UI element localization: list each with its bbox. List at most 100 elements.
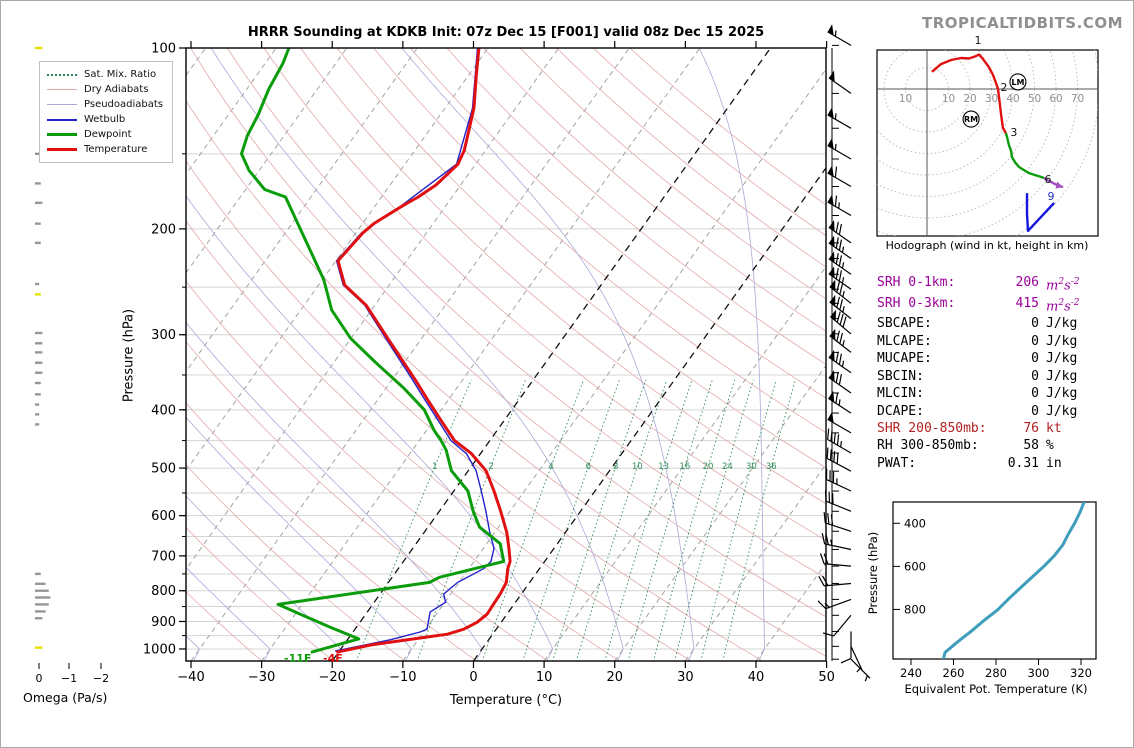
svg-text:800: 800 (151, 584, 176, 599)
hodograph: 10 10 20 30 40 50 60 70 1 2 3 6 9 LM RM (876, 34, 1099, 237)
stat-value: 415 (1015, 295, 1039, 311)
stat-row: RH 300-850mb: 58% (877, 437, 1095, 454)
svg-text:240: 240 (900, 666, 922, 680)
svg-text:6: 6 (1044, 173, 1051, 186)
svg-text:2: 2 (488, 462, 493, 472)
stat-row: SRH 0-3km: 415 m2s-2 (877, 295, 1095, 316)
svg-text:1: 1 (974, 34, 981, 47)
stat-value: 0 (1031, 368, 1039, 384)
stat-label: SBCIN: (877, 368, 924, 384)
legend-item: Pseudoadiabats (47, 97, 163, 112)
svg-text:6: 6 (586, 462, 591, 472)
svg-text:LM: LM (1011, 78, 1024, 87)
legend-item: Sat. Mix. Ratio (47, 67, 163, 82)
hodograph-marker-lm (1009, 73, 1027, 91)
surface-temp-value: -4F (323, 652, 343, 665)
stat-row: MLCIN: 0 J/kg (877, 385, 1095, 402)
page-title: HRRR Sounding at KDKB Init: 07z Dec 15 [… (247, 25, 765, 40)
svg-text:2: 2 (1000, 81, 1007, 94)
omega-axis-label: Omega (Pa/s) (23, 690, 108, 705)
legend-box: Sat. Mix. Ratio Dry Adiabats Pseudoadiabat… (39, 61, 174, 163)
hodograph-trace-3-6km (1004, 132, 1045, 180)
svg-text:−10: −10 (389, 670, 416, 685)
svg-text:260: 260 (943, 666, 965, 680)
stat-value: 206 (1015, 275, 1039, 290)
svg-text:40: 40 (1006, 93, 1019, 105)
stat-value: 0 (1031, 333, 1039, 349)
svg-text:600: 600 (904, 559, 926, 573)
svg-text:10: 10 (632, 462, 643, 472)
svg-text:4: 4 (548, 462, 553, 472)
dewpoint-curve (240, 48, 506, 654)
svg-text:900: 900 (151, 615, 176, 630)
svg-text:30: 30 (985, 93, 998, 105)
stat-value: 0 (1031, 386, 1039, 402)
legend-line-sample (47, 133, 77, 136)
svg-text:20: 20 (703, 462, 714, 472)
stat-unit: J/kg (1046, 351, 1078, 367)
svg-text:16: 16 (679, 462, 690, 472)
svg-text:3: 3 (1010, 126, 1017, 139)
stat-label: SRH 0-3km: (877, 295, 956, 311)
site-logo: TROPICALTIDBITS.COM (922, 14, 1123, 32)
legend-line-sample (47, 73, 77, 76)
stat-value: 0 (1031, 351, 1039, 367)
sounding-curves (240, 48, 512, 654)
stat-row: MUCAPE: 0 J/kg (877, 350, 1095, 367)
temperature-curve (335, 48, 512, 654)
thetae-panel: 400 600 800 240 260 280 300 320 (892, 501, 1097, 680)
legend-item-label: Sat. Mix. Ratio (84, 69, 157, 80)
svg-text:800: 800 (904, 602, 926, 616)
svg-text:300: 300 (151, 328, 176, 343)
svg-text:10: 10 (899, 93, 912, 105)
svg-text:36: 36 (766, 462, 777, 472)
legend-item-label: Pseudoadiabats (84, 99, 164, 110)
stat-unit: m2s-2 (1046, 297, 1080, 315)
svg-text:20: 20 (606, 670, 623, 685)
stat-label: MLCIN: (877, 386, 924, 402)
stat-value: 0 (1031, 403, 1039, 419)
thetae-curve (941, 502, 1086, 659)
svg-text:−1: −1 (61, 672, 77, 685)
svg-text:50: 50 (1028, 93, 1041, 105)
svg-text:9: 9 (1048, 190, 1055, 203)
svg-text:0: 0 (36, 672, 43, 685)
stat-label: SRH 0-1km: (877, 275, 956, 290)
svg-text:400: 400 (151, 403, 176, 418)
stat-row: SBCAPE: 0 J/kg (877, 315, 1095, 332)
legend-item-label: Dry Adiabats (84, 84, 149, 95)
svg-text:400: 400 (904, 516, 926, 530)
hodograph-trace-0-3km (931, 53, 1007, 134)
svg-text:500: 500 (151, 462, 176, 477)
svg-text:70: 70 (1071, 93, 1084, 105)
svg-text:20: 20 (963, 93, 976, 105)
svg-text:−40: −40 (177, 670, 204, 685)
surface-dewpoint-value: -11F (284, 652, 312, 665)
svg-text:50: 50 (818, 670, 835, 685)
legend-item: Dry Adiabats (47, 82, 163, 97)
svg-text:1: 1 (432, 462, 437, 472)
stat-label: PWAT: (877, 455, 917, 471)
svg-text:320: 320 (1070, 666, 1092, 680)
svg-text:40: 40 (748, 670, 765, 685)
stat-value: 58 (1023, 438, 1039, 454)
stat-unit: J/kg (1046, 333, 1078, 349)
hodograph-trace-9km+ (1025, 193, 1055, 233)
stat-label: MUCAPE: (877, 351, 932, 367)
wetbulb-curve (334, 48, 495, 652)
thetae-x-label: Equivalent Pot. Temperature (K) (904, 682, 1088, 696)
stat-row: PWAT: 0.31 in (877, 455, 1095, 472)
stat-row: DCAPE: 0 J/kg (877, 403, 1095, 420)
pressure-axis-label: Pressure (hPa) (121, 308, 137, 403)
stat-unit: J/kg (1046, 316, 1078, 332)
hodograph-caption: Hodograph (wind in kt, height in km) (885, 239, 1089, 252)
svg-text:30: 30 (746, 462, 757, 472)
legend-item: Temperature (47, 142, 163, 157)
legend-item: Dewpoint (47, 127, 163, 142)
svg-text:100: 100 (151, 42, 176, 57)
svg-text:280: 280 (985, 666, 1007, 680)
svg-text:600: 600 (151, 509, 176, 524)
stat-unit: J/kg (1046, 368, 1078, 384)
